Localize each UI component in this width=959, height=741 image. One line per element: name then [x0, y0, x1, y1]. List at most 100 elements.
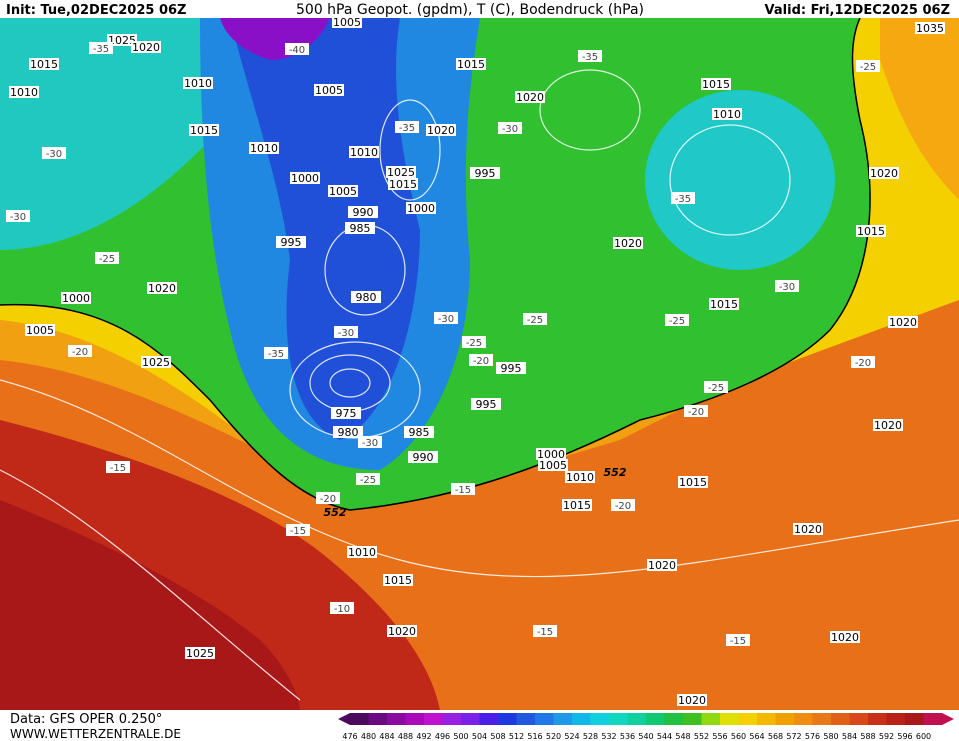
isobar-label: 995	[475, 167, 496, 180]
isobar-label-bg	[873, 419, 903, 431]
isobar-label-bg	[348, 206, 378, 218]
isobar-label-bg	[470, 167, 500, 179]
colorbar-label: 496	[435, 732, 450, 741]
colorbar-cell	[461, 713, 480, 725]
colorbar-label: 528	[583, 732, 598, 741]
colorbar-label: 540	[638, 732, 653, 741]
colorbar-label: 480	[361, 732, 376, 741]
isobar-label-bg	[426, 124, 456, 136]
temperature-label: -35	[93, 44, 109, 55]
isobar-label: 995	[476, 398, 497, 411]
isobar-label: 1010	[566, 471, 594, 484]
isobar-label-bg	[314, 84, 344, 96]
isobar-label-bg	[562, 499, 592, 511]
isobar-label: 1020	[648, 559, 676, 572]
temperature-label: -20	[320, 494, 336, 505]
isobar-label: 1005	[329, 185, 357, 198]
temperature-label-bg	[775, 280, 799, 292]
isobar-label: 990	[413, 451, 434, 464]
isobar-label-bg	[515, 91, 545, 103]
temperature-label-bg	[6, 210, 30, 222]
isobar-label-bg	[141, 356, 171, 368]
isobar-label: 1000	[407, 202, 435, 215]
colorbar-label: 572	[786, 732, 801, 741]
colorbar-cell	[868, 713, 887, 725]
colorbar-cell	[701, 713, 721, 725]
temperature-label-bg	[451, 483, 475, 495]
isobar-label: 995	[501, 362, 522, 375]
colorbar-cell	[923, 713, 943, 725]
isobar-label-bg	[331, 407, 361, 419]
isobar-label-bg	[107, 34, 137, 46]
colorbar-label: 516	[527, 732, 542, 741]
temperature-label: -15	[290, 526, 306, 537]
temperature-label-bg	[665, 314, 689, 326]
isobar-label-bg	[709, 298, 739, 310]
colorbar-cell	[442, 713, 462, 725]
temperature-label-bg	[671, 192, 695, 204]
temperature-label: -30	[502, 124, 518, 135]
isobar-label-bg	[856, 225, 886, 237]
isobar-label: 1015	[384, 574, 412, 587]
isobar-label-bg	[61, 292, 91, 304]
colorbar-label: 504	[472, 732, 487, 741]
colorbar-cell	[738, 713, 758, 725]
isobar-label: 1010	[350, 146, 378, 159]
temperature-label-bg	[358, 436, 382, 448]
temperature-label: -15	[110, 463, 126, 474]
colorbar-label: 580	[823, 732, 838, 741]
isobar-label-bg	[408, 451, 438, 463]
colorbar-label: 532	[601, 732, 616, 741]
colorbar-cell	[794, 713, 813, 725]
isobar-label-bg	[9, 86, 39, 98]
temperature-label: -35	[675, 194, 691, 205]
isobar-label-bg	[386, 166, 416, 178]
colorbar-cell	[757, 713, 776, 725]
colorbar-cell	[553, 713, 573, 725]
temperature-label-bg	[356, 473, 380, 485]
temperature-label-bg	[106, 461, 130, 473]
isobar-label-bg	[351, 291, 381, 303]
temperature-label: -30	[46, 149, 62, 160]
isobar-label: 1000	[537, 448, 565, 461]
isobar-label: 985	[409, 426, 430, 439]
colorbar-cell	[609, 713, 628, 725]
isobar-label: 1005	[315, 84, 343, 97]
colorbar-label: 520	[546, 732, 561, 741]
temperature-label: -20	[615, 501, 631, 512]
isobar	[329, 368, 371, 398]
isobar-label: 985	[350, 222, 371, 235]
colorbar-cell	[720, 713, 739, 725]
colorbar-cell	[831, 713, 850, 725]
colorbar-label: 600	[916, 732, 931, 741]
temperature-label-bg	[684, 405, 708, 417]
colorbar-cell	[424, 713, 443, 725]
geopotential-label: 552	[324, 506, 347, 519]
colorbar-cell	[812, 713, 832, 725]
temperature-label-bg	[533, 625, 557, 637]
isobar-label: 1010	[184, 77, 212, 90]
isobar-label-bg	[388, 178, 418, 190]
colorbar-cell	[387, 713, 406, 725]
temperature-label: -25	[669, 316, 685, 327]
isobar-label: 1020	[148, 282, 176, 295]
colorbar-label: 508	[490, 732, 505, 741]
isobar-label: 1020	[874, 419, 902, 432]
isobar-label-bg	[701, 78, 731, 90]
colorbar-label: 592	[879, 732, 894, 741]
isobar	[0, 469, 301, 701]
colorbar-label: 512	[509, 732, 524, 741]
isobar-label-bg	[456, 58, 486, 70]
temperature-label: -25	[860, 62, 876, 73]
temperature-label-bg	[578, 50, 602, 62]
temperature-label: -30	[438, 314, 454, 325]
isobar-label: 1015	[30, 58, 58, 71]
isobar-label-bg	[830, 631, 860, 643]
temperature-label-bg	[42, 147, 66, 159]
isobar-label: 1025	[387, 166, 415, 179]
isobar-label: 1020	[794, 523, 822, 536]
isobar-label: 1010	[348, 546, 376, 559]
temperature-label: -15	[537, 627, 553, 638]
temperature-label: -40	[289, 45, 305, 56]
colorbar-label: 568	[768, 732, 783, 741]
